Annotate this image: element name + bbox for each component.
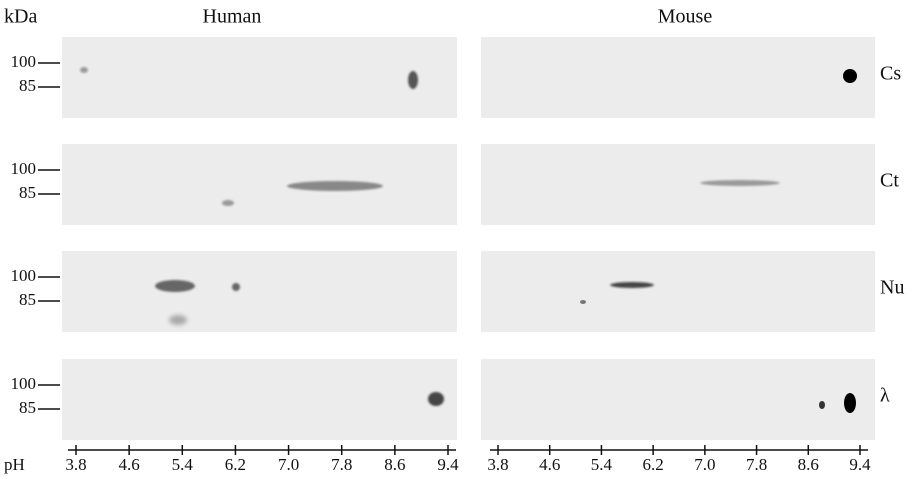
tick-label: 7.8 [746,455,767,474]
tick-label: 4.6 [119,455,140,474]
row-label: Nu [880,277,904,299]
marker-label: 100 [11,159,37,178]
row-label: λ [880,385,890,407]
marker-label: 85 [19,398,36,417]
tick-label: 7.8 [331,455,352,474]
blot-panel [481,359,875,440]
blot-panel [481,37,875,118]
marker-label: 100 [11,266,37,285]
tick-label: 7.0 [694,455,715,474]
unit-label: kDa [4,6,37,28]
marker-label: 85 [19,183,36,202]
column-title: Human [203,6,262,28]
tick-label: 6.2 [643,455,664,474]
tick-label: 5.4 [591,455,613,474]
marker-label: 85 [19,76,36,95]
blot-panel [481,251,875,332]
blot-panel [62,251,457,332]
tick-label: 8.6 [798,455,819,474]
marker-label: 85 [19,290,36,309]
tick-label: 4.6 [539,455,560,474]
blot-panel [481,144,875,225]
blot-panel [62,359,457,440]
tick-label: 6.2 [225,455,246,474]
tick-label: 9.4 [437,455,459,474]
tick-label: 9.4 [849,455,871,474]
tick-label: 5.4 [172,455,194,474]
tick-label: 8.6 [384,455,405,474]
tick-label: 3.8 [487,455,508,474]
blot-panel [62,37,457,118]
blot-spots [70,67,857,413]
row-label: Cs [880,63,901,85]
tick-label: 7.0 [278,455,299,474]
axis-label: pH [4,455,25,474]
column-title: Mouse [658,6,713,28]
marker-label: 100 [11,374,37,393]
tick-label: 3.8 [65,455,86,474]
row-label: Ct [880,170,899,192]
marker-label: 100 [11,52,37,71]
